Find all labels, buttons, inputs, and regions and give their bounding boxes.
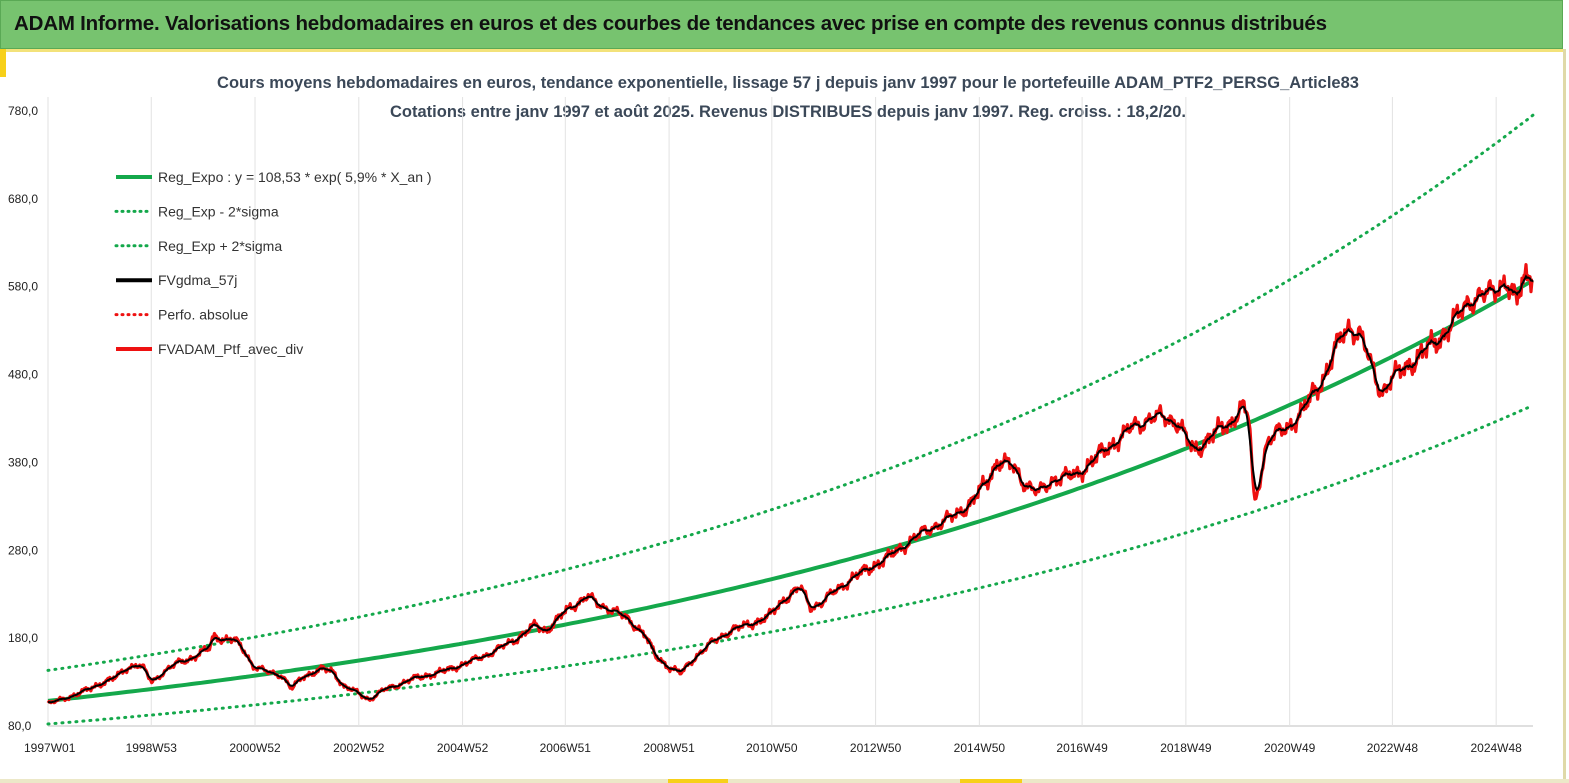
- x-tick-label: 1997W01: [24, 741, 76, 755]
- x-tick-label: 2000W52: [229, 741, 281, 755]
- x-tick-label: 2014W50: [954, 741, 1006, 755]
- legend-item-reg-minus-2sigma: Reg_Exp - 2*sigma: [158, 203, 279, 219]
- frame-accent-top: [6, 49, 1565, 52]
- y-tick-label: 680,0: [8, 192, 38, 206]
- y-tick-label: 280,0: [8, 543, 38, 557]
- legend-item-perfo-absolue: Perfo. absolue: [158, 307, 248, 323]
- x-tick-label: 2002W52: [333, 741, 385, 755]
- x-tick-label: 1998W53: [126, 741, 178, 755]
- frame-edge-bottom: [0, 779, 1569, 783]
- x-tick-label: 2004W52: [437, 741, 489, 755]
- x-tick-label: 2022W48: [1367, 741, 1419, 755]
- y-tick-label: 380,0: [8, 455, 38, 469]
- frame-accent-left: [0, 49, 6, 77]
- x-tick-label: 2012W50: [850, 741, 902, 755]
- frame-accent-bottom: [960, 779, 1022, 783]
- x-axis-ticks: 1997W01 1998W53 2000W52 2002W52 2004W52 2006W…: [24, 741, 1522, 755]
- x-tick-label: 2024W48: [1470, 741, 1522, 755]
- y-tick-label: 780,0: [8, 104, 38, 118]
- x-tick-label: 2020W49: [1264, 741, 1316, 755]
- chart-legend: Reg_Expo : y = 108,53 * exp( 5,9% * X_an…: [114, 169, 432, 357]
- y-tick-label: 180,0: [8, 631, 38, 645]
- y-tick-label: 480,0: [8, 368, 38, 382]
- series-reg-minus-2sigma: [46, 403, 1535, 726]
- series-reg-plus-2sigma: [46, 113, 1535, 672]
- legend-item-fvgdma-57j: FVgdma_57j: [158, 272, 237, 288]
- series-fvadam-ptf-avec-div: [46, 263, 1534, 705]
- header-bar: [0, 0, 1563, 49]
- series-lines: [46, 113, 1535, 726]
- frame-accent-bottom: [668, 779, 728, 783]
- legend-item-reg-expo: Reg_Expo : y = 108,53 * exp( 5,9% * X_an…: [158, 169, 432, 185]
- x-tick-label: 2008W51: [643, 741, 695, 755]
- y-axis-ticks: 80,0 180,0 280,0 380,0 480,0 580,0 680,0 780,0: [8, 104, 38, 733]
- grid-lines: [47, 97, 1533, 727]
- chart-title-line-2: Cotations entre janv 1997 et août 2025. …: [390, 103, 1186, 121]
- legend-item-reg-plus-2sigma: Reg_Exp + 2*sigma: [158, 238, 282, 254]
- x-tick-label: 2016W49: [1056, 741, 1108, 755]
- x-tick-label: 2006W51: [540, 741, 592, 755]
- chart-title-line-1: Cours moyens hebdomadaires en euros, ten…: [217, 74, 1359, 92]
- series-fvgdma-57j: [47, 274, 1534, 704]
- y-tick-label: 80,0: [8, 719, 32, 733]
- frame-edge-right: [1563, 49, 1566, 783]
- x-tick-label: 2018W49: [1160, 741, 1212, 755]
- legend-item-fvadam-ptf-avec-div: FVADAM_Ptf_avec_div: [158, 341, 303, 357]
- y-tick-label: 580,0: [8, 280, 38, 294]
- x-tick-label: 2010W50: [746, 741, 798, 755]
- series-reg-expo: [47, 278, 1535, 703]
- page-title: ADAM Informe. Valorisations hebdomadaire…: [14, 12, 1327, 35]
